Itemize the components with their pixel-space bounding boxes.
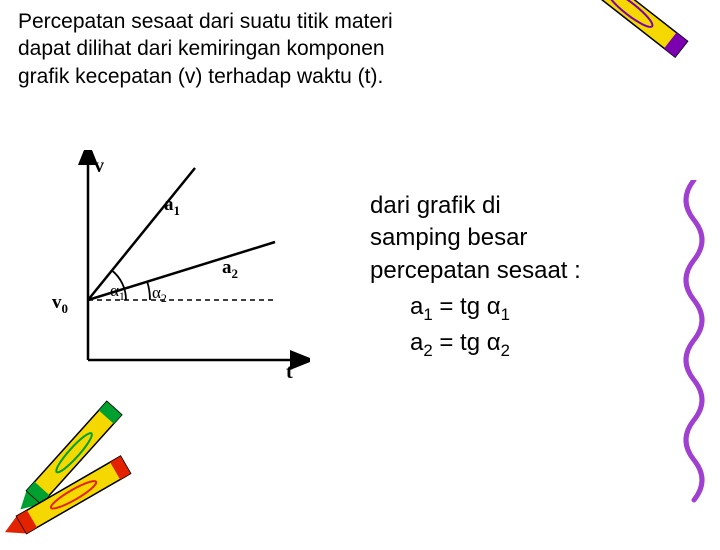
a1-label: a1 xyxy=(164,194,180,218)
eq2-sub2: 2 xyxy=(501,340,510,359)
eq2-lhs: a xyxy=(410,329,423,356)
eq2-mid: = tg α xyxy=(433,329,501,356)
right-line2: samping besar xyxy=(370,224,527,251)
right-line1: dari grafik di xyxy=(370,192,501,219)
squiggle-decoration xyxy=(674,180,714,510)
velocity-time-graph: v t v0 a1 a2 α1 α2 xyxy=(40,150,310,410)
arc-alpha2 xyxy=(147,281,150,300)
eq1: a1 = tg α1 xyxy=(410,293,510,320)
line-a1 xyxy=(88,168,195,300)
crayon-decoration-bottom xyxy=(0,380,210,550)
eq1-lhs: a xyxy=(410,293,423,320)
eq1-sub2: 1 xyxy=(501,305,510,324)
crayon-decoration-top xyxy=(545,0,710,85)
right-line3: percepatan sesaat : xyxy=(370,257,581,284)
eq2-sub: 2 xyxy=(423,340,432,359)
intro-paragraph: Percepatan sesaat dari suatu titik mater… xyxy=(18,8,468,90)
eq1-sub: 1 xyxy=(423,305,432,324)
a2-label: a2 xyxy=(222,257,238,281)
intro-line2: dapat dilihat dari kemiringan komponen xyxy=(18,37,385,60)
equation-block: a1 = tg α1 a2 = tg α2 xyxy=(410,291,670,362)
explanation-text: dari grafik di samping besar percepatan … xyxy=(370,190,670,362)
eq1-mid: = tg α xyxy=(433,293,501,320)
intro-line1: Percepatan sesaat dari suatu titik mater… xyxy=(18,10,393,33)
x-axis-label: t xyxy=(286,361,293,383)
graph-svg: v t v0 a1 a2 α1 α2 xyxy=(40,150,310,410)
y-axis-label: v xyxy=(94,155,104,177)
alpha2-label: α2 xyxy=(152,283,167,305)
intro-line3: grafik kecepatan (v) terhadap waktu (t). xyxy=(18,65,383,88)
eq2: a2 = tg α2 xyxy=(410,329,510,356)
v0-label: v0 xyxy=(52,292,68,316)
